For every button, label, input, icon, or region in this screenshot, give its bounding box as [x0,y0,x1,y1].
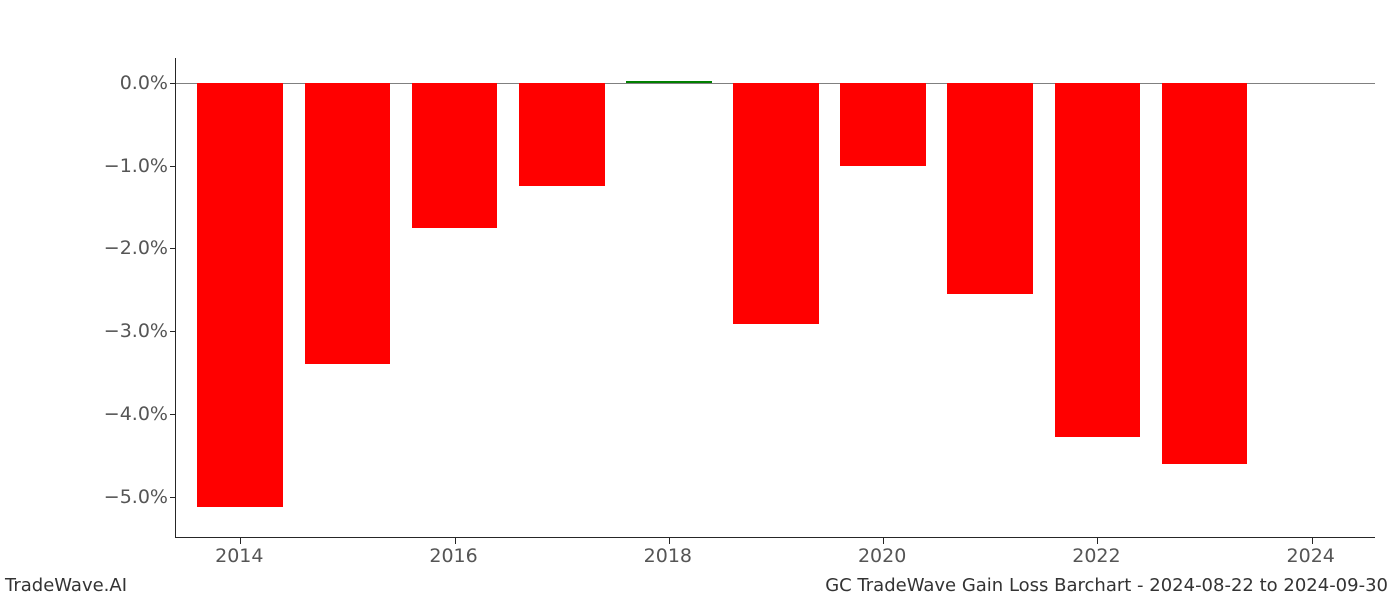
y-tick-label: 0.0% [88,72,168,94]
bar [305,83,391,364]
y-tick-label: −3.0% [88,320,168,342]
x-tick [669,538,670,544]
bar [1162,83,1248,464]
y-tick-label: −4.0% [88,403,168,425]
x-tick [1097,538,1098,544]
y-tick-label: −2.0% [88,237,168,259]
footer-brand: TradeWave.AI [5,575,127,596]
bar [412,83,498,228]
x-tick-label: 2022 [1072,545,1120,567]
y-tick [170,414,176,415]
footer-caption: GC TradeWave Gain Loss Barchart - 2024-0… [825,575,1388,596]
x-tick-label: 2020 [858,545,906,567]
bar [626,81,712,83]
bar [519,83,605,186]
x-tick [1312,538,1313,544]
y-tick [170,497,176,498]
y-tick-label: −5.0% [88,486,168,508]
y-tick [170,83,176,84]
y-tick [170,248,176,249]
x-tick [455,538,456,544]
y-tick [170,166,176,167]
bar [840,83,926,166]
plot-area [175,58,1375,538]
chart-container [175,58,1375,538]
x-tick-label: 2024 [1287,545,1335,567]
x-tick-label: 2014 [215,545,263,567]
y-tick-label: −1.0% [88,155,168,177]
x-tick [240,538,241,544]
bar [1055,83,1141,437]
x-tick-label: 2018 [644,545,692,567]
bar [197,83,283,507]
bar [733,83,819,325]
bar [947,83,1033,294]
x-tick-label: 2016 [429,545,477,567]
y-tick [170,331,176,332]
x-tick [883,538,884,544]
